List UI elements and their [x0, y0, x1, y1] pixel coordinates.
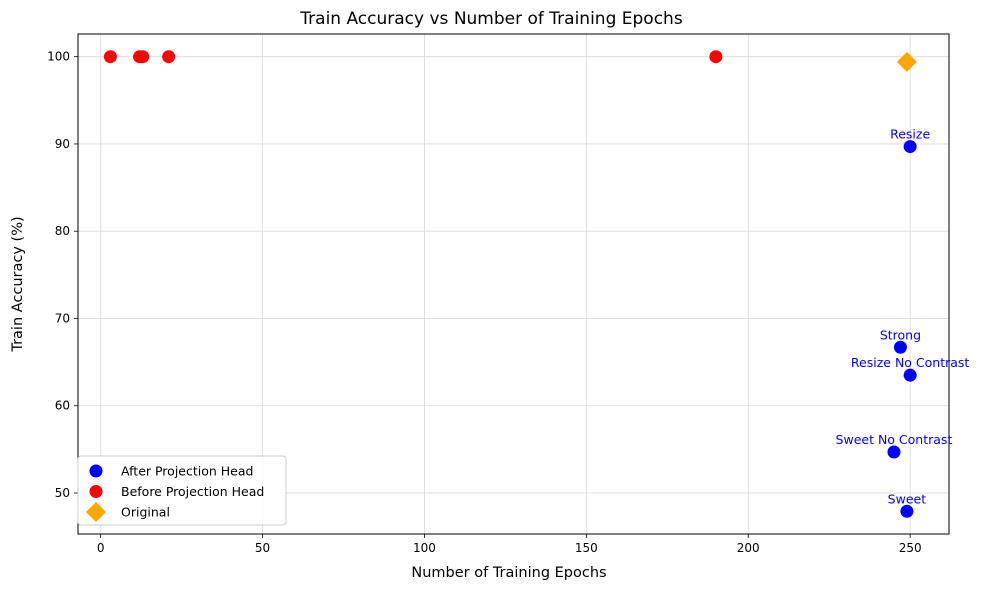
- x-tick-label: 100: [413, 541, 436, 555]
- point-annotation: Resize: [890, 127, 930, 142]
- point-layer: [103, 50, 917, 518]
- y-tick-label: 70: [55, 311, 70, 325]
- legend-items: After Projection Head Before Projection H…: [86, 464, 264, 522]
- x-tick-label: 150: [575, 541, 598, 555]
- after-projection-head-point: [903, 368, 917, 382]
- legend-marker: [89, 485, 103, 498]
- y-tick-label: 50: [55, 486, 70, 500]
- x-tick-label: 0: [97, 541, 105, 555]
- legend-marker: [86, 502, 106, 522]
- legend-frame: [77, 455, 287, 526]
- point-annotation: Resize No Contrast: [851, 355, 970, 370]
- y-axis-label: Train Accuracy (%): [10, 216, 26, 352]
- x-tick-label: 250: [899, 541, 922, 555]
- chart-title: Train Accuracy vs Number of Training Epo…: [299, 9, 683, 29]
- after-projection-head-point: [887, 445, 901, 459]
- after-projection-head-point: [893, 340, 907, 354]
- y-tick-label: 100: [47, 50, 70, 64]
- annotation-layer: Resize Strong Resize No Contrast Sweet No C…: [836, 127, 970, 507]
- y-tick-label: 90: [55, 137, 70, 151]
- x-tick-label: 50: [255, 541, 270, 555]
- x-axis-label: Number of Training Epochs: [411, 565, 606, 581]
- legend-label: Original: [121, 505, 170, 520]
- y-tick-label: 80: [55, 224, 70, 238]
- legend-label: After Projection Head: [121, 464, 253, 479]
- x-tick-label: 200: [737, 541, 760, 555]
- point-annotation: Strong: [880, 327, 921, 342]
- before-projection-head-point: [136, 50, 150, 64]
- legend-label: Before Projection Head: [121, 484, 264, 499]
- original-point: [896, 51, 917, 72]
- before-projection-head-point: [709, 50, 723, 64]
- after-projection-head-point: [903, 140, 917, 154]
- y-tick-label: 60: [55, 399, 70, 413]
- legend: After Projection Head Before Projection H…: [77, 455, 287, 526]
- before-projection-head-point: [103, 50, 117, 64]
- point-annotation: Sweet: [888, 491, 927, 506]
- tick-layer: 0 50 100 150 200 250 50 60 70 80 90 100: [47, 50, 922, 555]
- legend-marker: [89, 464, 103, 478]
- point-annotation: Sweet No Contrast: [836, 432, 953, 447]
- after-projection-head-point: [900, 504, 914, 518]
- before-projection-head-point: [162, 50, 176, 64]
- plot-area-frame: [77, 33, 950, 535]
